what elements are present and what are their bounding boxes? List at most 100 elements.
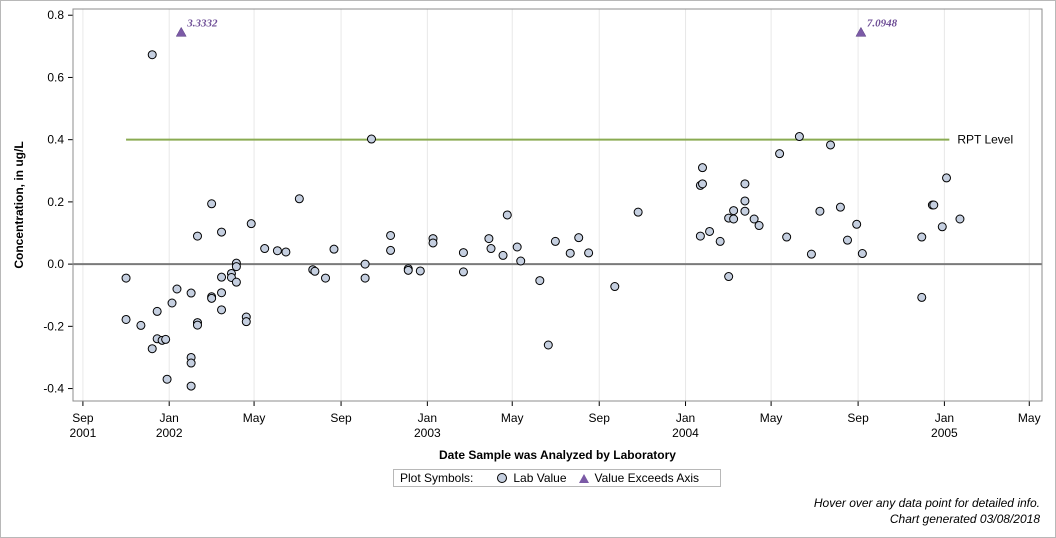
lab-value-point (929, 200, 939, 210)
lab-value-point (740, 196, 750, 206)
lab-value-point (360, 259, 370, 269)
lab-value-point (147, 50, 157, 60)
lab-value-point (121, 314, 131, 324)
x-tick-year-label: 2001 (70, 426, 97, 440)
lab-value-point (260, 244, 270, 254)
plot-area-border (72, 8, 1043, 402)
lab-value-point (942, 173, 952, 183)
lab-value-point (172, 284, 182, 294)
lab-value-point (512, 242, 522, 252)
lab-value-point (806, 249, 816, 259)
lab-value-point (754, 221, 764, 231)
data-points: 3.3332 7.0948 (121, 17, 965, 391)
lab-value-point (633, 207, 643, 217)
lab-value-point (775, 149, 785, 159)
y-tick-label: 0.4 (47, 133, 64, 147)
lab-value-point (498, 250, 508, 260)
lab-value-point (415, 266, 425, 276)
lab-value-point (749, 214, 759, 224)
lab-value-point (715, 236, 725, 246)
lab-value-point (207, 293, 217, 303)
lab-value-point (386, 230, 396, 240)
x-tick-year-label: 2002 (156, 426, 183, 440)
x-tick-label: Jan (935, 411, 954, 425)
hover-hint: Hover over any data point for detailed i… (813, 496, 1040, 510)
x-tick-label: Jan (160, 411, 179, 425)
lab-value-point (857, 249, 867, 259)
lab-value-point (281, 247, 291, 257)
lab-value-point (740, 179, 750, 189)
lab-value-point (486, 244, 496, 254)
lab-value-point (329, 244, 339, 254)
lab-value-point (217, 272, 227, 282)
y-tick-label: 0.2 (47, 195, 64, 209)
lab-value-point (231, 262, 241, 272)
lab-value-point (917, 232, 927, 242)
lab-value-point (610, 282, 620, 292)
value-exceeds-axis-point (175, 26, 187, 37)
triangle-icon (578, 473, 589, 483)
x-tick-label: May (501, 411, 524, 425)
x-tick-label: May (1018, 411, 1041, 425)
lab-value-point (458, 267, 468, 277)
lab-value-point (360, 273, 370, 283)
exceeds-value-label: 7.0948 (867, 17, 898, 29)
lab-value-point (161, 334, 171, 344)
x-tick-label: Sep (589, 411, 611, 425)
lab-value-point (246, 219, 256, 229)
x-tick-year-label: 2005 (931, 426, 958, 440)
y-tick-label: -0.2 (43, 319, 64, 333)
lab-value-point (955, 214, 965, 224)
lab-value-point (543, 340, 553, 350)
lab-value-point (121, 273, 131, 283)
legend-item-lab-value: Lab Value (513, 471, 567, 485)
legend-title: Plot Symbols: (400, 471, 474, 485)
lab-value-point (794, 132, 804, 142)
lab-value-point (192, 231, 202, 241)
lab-value-point (565, 248, 575, 258)
lab-value-point (217, 227, 227, 237)
lab-value-point (162, 374, 172, 384)
lab-value-point (167, 298, 177, 308)
value-exceeds-axis-point (855, 26, 867, 37)
lab-value-point (403, 265, 413, 275)
x-tick-label: May (243, 411, 266, 425)
lab-value-point (207, 199, 217, 209)
legend-item-value-exceeds-axis: Value Exceeds Axis (594, 471, 700, 485)
lab-value-point (740, 206, 750, 216)
y-axis-title: Concentration, in ug/L (12, 141, 26, 268)
lab-value-point (147, 344, 157, 354)
lab-value-point (584, 248, 594, 258)
lab-value-point (386, 245, 396, 255)
lab-value-point (852, 219, 862, 229)
lab-value-point (516, 256, 526, 266)
lab-value-point (937, 222, 947, 232)
y-tick-label: -0.4 (43, 382, 64, 396)
lab-value-point (697, 179, 707, 189)
lab-value-point (294, 194, 304, 204)
lab-value-point (502, 210, 512, 220)
rpt-level-label: RPT Level (957, 133, 1013, 147)
lab-value-point (186, 381, 196, 391)
lab-value-point (697, 163, 707, 173)
lab-value-point (826, 140, 836, 150)
lab-value-point (729, 214, 739, 224)
lab-value-point (458, 248, 468, 258)
lab-value-point (574, 233, 584, 243)
x-tick-year-label: 2003 (414, 426, 441, 440)
x-tick-label: May (760, 411, 783, 425)
lab-value-point (192, 320, 202, 330)
circle-icon (497, 473, 508, 483)
lab-value-point (241, 317, 251, 327)
lab-value-point (231, 277, 241, 287)
lab-value-point (550, 236, 560, 246)
x-tick-label: Jan (676, 411, 695, 425)
lab-value-point (152, 306, 162, 316)
lab-value-point (272, 246, 282, 256)
lab-value-point (186, 288, 196, 298)
x-tick-label: Sep (72, 411, 94, 425)
lab-value-point (217, 288, 227, 298)
lab-value-point (917, 292, 927, 302)
lab-value-point (724, 272, 734, 282)
